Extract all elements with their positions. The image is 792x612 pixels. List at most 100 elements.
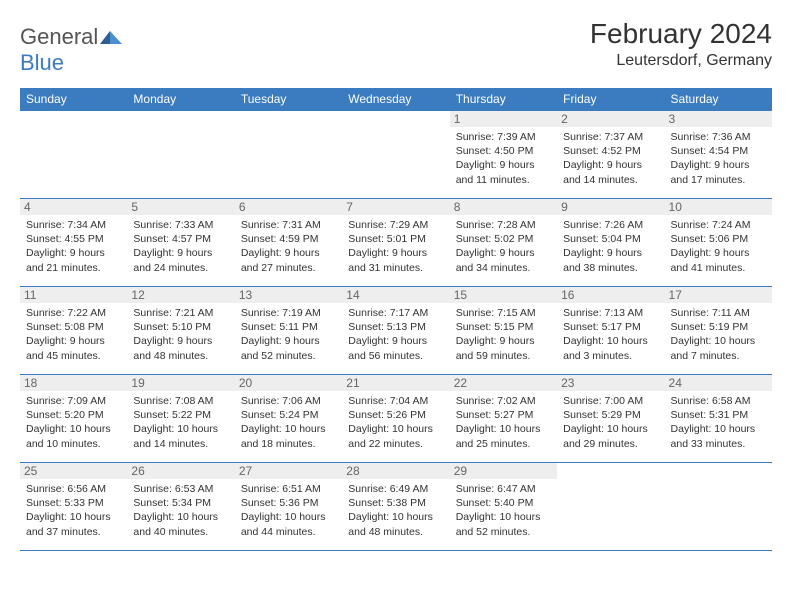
sunrise-line: Sunrise: 7:33 AM <box>133 218 228 232</box>
daylight-line: Daylight: 10 hours and 44 minutes. <box>241 510 336 538</box>
weekday-header-row: SundayMondayTuesdayWednesdayThursdayFrid… <box>20 88 772 111</box>
sunset-line: Sunset: 4:55 PM <box>26 232 121 246</box>
daylight-line: Daylight: 9 hours and 41 minutes. <box>671 246 766 274</box>
calendar-cell: 15Sunrise: 7:15 AMSunset: 5:15 PMDayligh… <box>450 287 557 375</box>
sunset-line: Sunset: 5:38 PM <box>348 496 443 510</box>
daylight-line: Daylight: 9 hours and 56 minutes. <box>348 334 443 362</box>
sunrise-line: Sunrise: 7:09 AM <box>26 394 121 408</box>
sunrise-line: Sunrise: 7:13 AM <box>563 306 658 320</box>
daylight-line: Daylight: 10 hours and 37 minutes. <box>26 510 121 538</box>
calendar-cell: 22 Sunrise: 7:02 AMSunset: 5:27 PMDayligh… <box>450 375 557 463</box>
daylight-line: Daylight: 10 hours and 7 minutes. <box>671 334 766 362</box>
logo-mark-icon <box>100 24 122 50</box>
sunrise-line: Sunrise: 7:22 AM <box>26 306 121 320</box>
calendar-cell: 28Sunrise: 6:49 AMSunset: 5:38 PMDayligh… <box>342 463 449 551</box>
day-number: 9 <box>557 199 664 215</box>
calendar-cell: 18Sunrise: 7:09 AMSunset: 5:20 PMDayligh… <box>20 375 127 463</box>
daylight-line: Daylight: 10 hours and 29 minutes. <box>563 422 658 450</box>
day-number: 26 <box>127 463 234 479</box>
calendar-cell-empty <box>235 111 342 199</box>
sunrise-line: Sunrise: 6:49 AM <box>348 482 443 496</box>
calendar-cell: 13Sunrise: 7:19 AMSunset: 5:11 PMDayligh… <box>235 287 342 375</box>
calendar-cell-empty <box>665 463 772 551</box>
calendar-body: 1Sunrise: 7:39 AMSunset: 4:50 PMDaylight… <box>20 111 772 551</box>
day-number: 2 <box>557 111 664 127</box>
sunrise-line: Sunrise: 7:02 AM <box>456 394 551 408</box>
day-number: 15 <box>450 287 557 303</box>
sunrise-line: Sunrise: 6:51 AM <box>241 482 336 496</box>
day-number: 4 <box>20 199 127 215</box>
sunrise-line: Sunrise: 7:34 AM <box>26 218 121 232</box>
sunset-line: Sunset: 5:29 PM <box>563 408 658 422</box>
sunset-line: Sunset: 4:50 PM <box>456 144 551 158</box>
calendar-cell: 2Sunrise: 7:37 AMSunset: 4:52 PMDaylight… <box>557 111 664 199</box>
sunrise-line: Sunrise: 7:36 AM <box>671 130 766 144</box>
weekday-header: Monday <box>127 88 234 111</box>
sunset-line: Sunset: 5:20 PM <box>26 408 121 422</box>
daylight-line: Daylight: 9 hours and 11 minutes. <box>456 158 551 186</box>
sunrise-line: Sunrise: 7:21 AM <box>133 306 228 320</box>
day-number: 7 <box>342 199 449 215</box>
calendar-cell: 20Sunrise: 7:06 AMSunset: 5:24 PMDayligh… <box>235 375 342 463</box>
daylight-line: Daylight: 9 hours and 38 minutes. <box>563 246 658 274</box>
sunrise-line: Sunrise: 7:19 AM <box>241 306 336 320</box>
sunset-line: Sunset: 5:36 PM <box>241 496 336 510</box>
sunrise-line: Sunrise: 6:56 AM <box>26 482 121 496</box>
daylight-line: Daylight: 9 hours and 21 minutes. <box>26 246 121 274</box>
sunrise-line: Sunrise: 7:26 AM <box>563 218 658 232</box>
calendar-row: 18 Sunrise: 7:09 AMSunset: 5:20 PM Dayligh… <box>20 375 772 463</box>
day-number: 18 <box>20 375 127 391</box>
daylight-line: Daylight: 10 hours and 22 minutes. <box>348 422 443 450</box>
calendar-cell: 1Sunrise: 7:39 AMSunset: 4:50 PMDaylight… <box>450 111 557 199</box>
calendar-cell: 5Sunrise: 7:33 AMSunset: 4:57 PMDaylight… <box>127 199 234 287</box>
calendar-cell: 4 Sunrise: 7:34 AMSunset: 4:55 PMDaylight… <box>20 199 127 287</box>
sunset-line: Sunset: 5:27 PM <box>456 408 551 422</box>
sunrise-line: Sunrise: 7:15 AM <box>456 306 551 320</box>
calendar-cell: 7Sunrise: 7:29 AMSunset: 5:01 PMDaylight… <box>342 199 449 287</box>
sunset-line: Sunset: 5:31 PM <box>671 408 766 422</box>
daylight-line: Daylight: 10 hours and 40 minutes. <box>133 510 228 538</box>
day-number: 3 <box>665 111 772 127</box>
weekday-header: Saturday <box>665 88 772 111</box>
sunset-line: Sunset: 4:59 PM <box>241 232 336 246</box>
sunrise-line: Sunrise: 7:06 AM <box>241 394 336 408</box>
sunset-line: Sunset: 5:26 PM <box>348 408 443 422</box>
sunrise-line: Sunrise: 6:53 AM <box>133 482 228 496</box>
day-number: 25 <box>20 463 127 479</box>
day-number: 28 <box>342 463 449 479</box>
daylight-line: Daylight: 9 hours and 31 minutes. <box>348 246 443 274</box>
daylight-line: Daylight: 10 hours and 52 minutes. <box>456 510 551 538</box>
sunset-line: Sunset: 5:17 PM <box>563 320 658 334</box>
sunset-line: Sunset: 5:02 PM <box>456 232 551 246</box>
calendar-cell: 10Sunrise: 7:24 AMSunset: 5:06 PMDayligh… <box>665 199 772 287</box>
calendar-cell: 25Sunrise: 6:56 AMSunset: 5:33 PMDayligh… <box>20 463 127 551</box>
sunset-line: Sunset: 5:34 PM <box>133 496 228 510</box>
calendar-cell: 19Sunrise: 7:08 AMSunset: 5:22 PMDayligh… <box>127 375 234 463</box>
sunrise-line: Sunrise: 7:37 AM <box>563 130 658 144</box>
day-number: 8 <box>450 199 557 215</box>
sunrise-line: Sunrise: 6:58 AM <box>671 394 766 408</box>
day-number: 12 <box>127 287 234 303</box>
logo-text-general: General <box>20 24 98 49</box>
logo-text-blue: Blue <box>20 50 64 75</box>
day-number: 23 <box>557 375 664 391</box>
sunset-line: Sunset: 5:06 PM <box>671 232 766 246</box>
calendar-table: SundayMondayTuesdayWednesdayThursdayFrid… <box>20 88 772 551</box>
day-number: 22 <box>450 375 557 391</box>
header: GeneralBlue February 2024 Leutersdorf, G… <box>20 18 772 76</box>
daylight-line: Daylight: 9 hours and 14 minutes. <box>563 158 658 186</box>
calendar-row: 11Sunrise: 7:22 AMSunset: 5:08 PMDayligh… <box>20 287 772 375</box>
daylight-line: Daylight: 9 hours and 48 minutes. <box>133 334 228 362</box>
sunset-line: Sunset: 5:15 PM <box>456 320 551 334</box>
calendar-cell: 26 Sunrise: 6:53 AMSunset: 5:34 PMDayligh… <box>127 463 234 551</box>
sunrise-line: Sunrise: 7:00 AM <box>563 394 658 408</box>
sunrise-line: Sunrise: 7:04 AM <box>348 394 443 408</box>
sunrise-line: Sunrise: 7:29 AM <box>348 218 443 232</box>
daylight-line: Daylight: 10 hours and 18 minutes. <box>241 422 336 450</box>
sunrise-line: Sunrise: 7:31 AM <box>241 218 336 232</box>
weekday-header: Wednesday <box>342 88 449 111</box>
calendar-cell: 8Sunrise: 7:28 AMSunset: 5:02 PMDaylight… <box>450 199 557 287</box>
location: Leutersdorf, Germany <box>590 52 772 70</box>
logo: GeneralBlue <box>20 18 122 76</box>
daylight-line: Daylight: 10 hours and 25 minutes. <box>456 422 551 450</box>
